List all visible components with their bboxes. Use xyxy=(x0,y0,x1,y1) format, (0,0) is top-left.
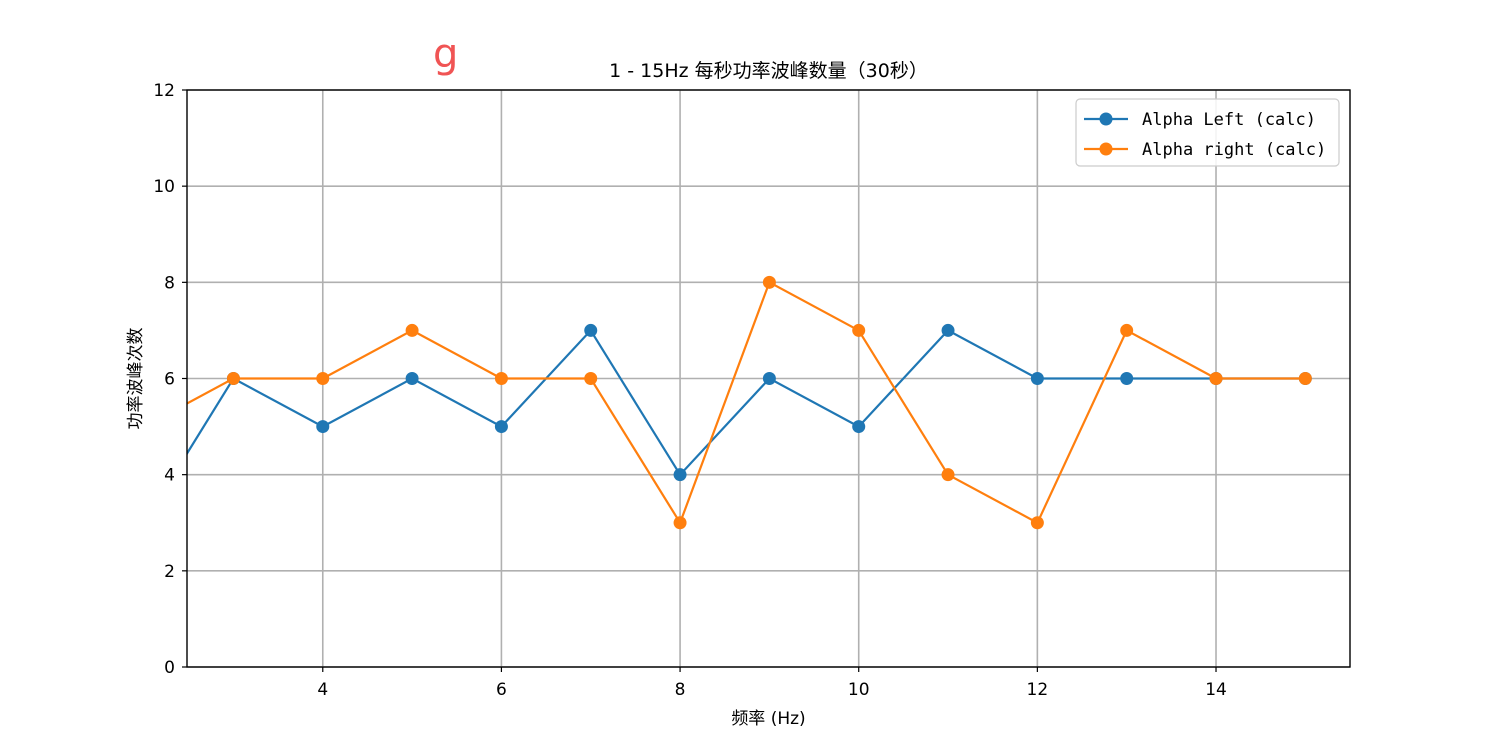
svg-text:2: 2 xyxy=(164,562,175,582)
data-point xyxy=(405,372,419,385)
svg-text:10: 10 xyxy=(153,177,175,197)
legend: Alpha Left (calc) Alpha right (calc) xyxy=(1075,98,1340,167)
svg-text:10: 10 xyxy=(848,680,870,700)
data-point xyxy=(1120,372,1134,385)
svg-text:4: 4 xyxy=(317,680,328,700)
data-point xyxy=(852,323,866,337)
data-point xyxy=(584,323,598,337)
data-point xyxy=(673,468,687,482)
data-point xyxy=(941,468,955,482)
svg-text:12: 12 xyxy=(153,81,175,101)
data-point xyxy=(138,516,151,529)
svg-text:0: 0 xyxy=(164,658,175,678)
svg-text:12: 12 xyxy=(1027,680,1049,700)
series-alpha-right xyxy=(187,275,1312,530)
data-point xyxy=(1120,323,1134,337)
data-point xyxy=(1030,372,1044,385)
data-point xyxy=(762,275,776,289)
x-axis-label: 频率 (Hz) xyxy=(731,709,805,729)
data-point xyxy=(316,420,330,434)
data-point xyxy=(1030,516,1044,530)
data-point xyxy=(405,323,419,337)
data-point xyxy=(852,420,866,434)
svg-text:6: 6 xyxy=(164,370,175,390)
legend-item-alpha-right: Alpha right (calc) xyxy=(1084,140,1326,160)
svg-text:4: 4 xyxy=(164,466,175,486)
data-point xyxy=(584,372,598,385)
y-axis: 0 2 4 6 8 10 12 xyxy=(153,81,187,678)
data-point xyxy=(226,372,240,385)
watermark-glyph: g xyxy=(433,31,459,77)
legend-item-alpha-left: Alpha Left (calc) xyxy=(1084,110,1316,130)
svg-text:8: 8 xyxy=(164,273,175,293)
chart-title: 1 - 15Hz 每秒功率波峰数量（30秒） xyxy=(609,60,928,82)
y-axis-label: 功率波峰次数 xyxy=(126,328,146,430)
data-point xyxy=(941,323,955,337)
data-point xyxy=(316,372,330,385)
svg-text:Alpha Left (calc): Alpha Left (calc) xyxy=(1142,110,1316,130)
data-point xyxy=(673,516,687,530)
series-alpha-left xyxy=(138,323,1312,529)
data-point xyxy=(494,420,508,434)
data-point xyxy=(494,372,508,385)
svg-text:14: 14 xyxy=(1205,680,1227,700)
svg-text:6: 6 xyxy=(496,680,507,700)
data-point xyxy=(1209,372,1223,385)
data-point xyxy=(1298,372,1312,385)
data-point xyxy=(762,372,776,385)
x-axis: 4 6 8 10 12 14 xyxy=(317,667,1227,700)
svg-text:Alpha right (calc): Alpha right (calc) xyxy=(1142,140,1326,160)
svg-text:8: 8 xyxy=(675,680,686,700)
plot-area xyxy=(138,275,1312,530)
